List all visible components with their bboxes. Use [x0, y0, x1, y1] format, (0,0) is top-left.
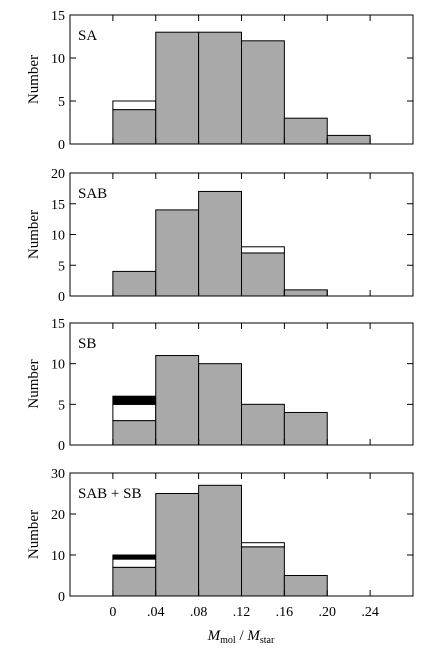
x-tick-label: .20	[319, 605, 337, 620]
y-tick-label: 0	[58, 138, 65, 153]
y-axis-title: Number	[26, 55, 42, 104]
histogram-bar	[283, 289, 328, 297]
histogram-bar-segment	[112, 100, 157, 111]
histogram-panel: 0 5 10 15 20 SAB Number	[26, 167, 414, 305]
histogram-bar	[155, 31, 200, 145]
panel-label: SAB + SB	[78, 486, 142, 502]
y-tick-label: 10	[51, 549, 65, 564]
histogram-bar	[155, 209, 200, 297]
histogram-bar-segment	[241, 246, 285, 254]
histogram-bar-segment	[112, 554, 157, 560]
y-tick-label: 0	[58, 290, 65, 305]
panel-label: SB	[78, 336, 96, 352]
y-tick-label: 0	[58, 439, 65, 454]
y-tick-label: 15	[51, 9, 65, 24]
histogram-bar	[155, 355, 200, 446]
y-tick-label: 10	[51, 229, 65, 244]
panel-label: SA	[78, 28, 97, 44]
histogram-panel: 0 5 10 15 SB Number	[26, 317, 414, 454]
x-tick-label: .04	[147, 605, 165, 620]
y-tick-label: 15	[51, 317, 65, 332]
y-tick-label: 5	[58, 398, 65, 413]
panel-label: SAB	[78, 186, 107, 202]
histogram-bar	[326, 134, 371, 145]
histogram-panel: 0 5 10 15 SA Number	[26, 9, 414, 153]
x-axis-title: Mmol / Mstar	[207, 628, 275, 646]
histogram-bar	[241, 546, 285, 597]
histogram-bar	[283, 575, 328, 597]
histogram-bar	[112, 109, 157, 145]
histogram-bar	[198, 363, 242, 446]
y-tick-label: 10	[51, 358, 65, 373]
histogram-bar	[112, 566, 157, 597]
y-tick-label: 10	[51, 52, 65, 67]
histogram-bar	[241, 252, 285, 297]
x-tick-label: .24	[361, 605, 379, 620]
y-axis-title: Number	[26, 210, 42, 259]
x-tick-label: .12	[233, 605, 251, 620]
histogram-bar	[112, 270, 157, 297]
histogram-panel: 0 10 20 30 SAB + SB Number	[26, 467, 414, 605]
x-tick-label: .16	[276, 605, 294, 620]
histogram-bar	[112, 420, 157, 446]
histogram-bar	[198, 31, 242, 145]
histogram-bar	[283, 117, 328, 145]
histogram-bar	[198, 190, 242, 297]
y-tick-label: 20	[51, 167, 65, 182]
histogram-bar-segment	[112, 395, 157, 405]
y-tick-label: 5	[58, 95, 65, 110]
histogram-bar	[283, 411, 328, 446]
y-tick-label: 15	[51, 198, 65, 213]
histogram-bar-segment	[112, 403, 157, 422]
histogram-bar-segment	[112, 558, 157, 568]
y-tick-label: 30	[51, 467, 65, 482]
histogram-bar	[155, 493, 200, 597]
y-axis-title: Number	[26, 359, 42, 408]
x-tick-label: .08	[190, 605, 208, 620]
histogram-bar-segment	[241, 542, 285, 548]
histogram-bar	[241, 40, 285, 145]
y-tick-label: 0	[58, 590, 65, 605]
y-tick-label: 20	[51, 508, 65, 523]
histogram-bar	[198, 484, 242, 597]
x-tick-label: 0	[109, 605, 116, 620]
y-axis-title: Number	[26, 510, 42, 559]
histogram-bar	[241, 403, 285, 446]
y-tick-label: 5	[58, 259, 65, 274]
